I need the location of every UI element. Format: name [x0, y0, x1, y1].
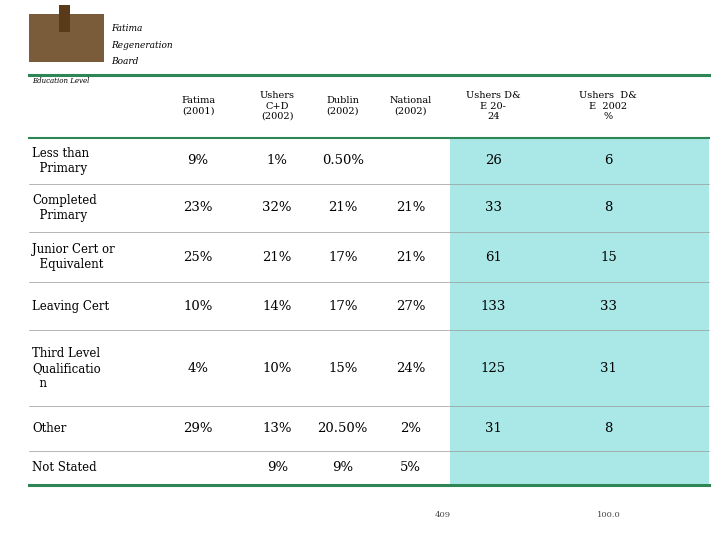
Text: Completed
  Primary: Completed Primary — [32, 194, 97, 222]
Text: 29%: 29% — [184, 422, 212, 435]
Text: 409: 409 — [435, 511, 451, 519]
Text: 15: 15 — [600, 251, 617, 264]
Text: 6: 6 — [604, 154, 613, 167]
Text: Ushers  D&
E  2002
%: Ushers D& E 2002 % — [580, 91, 637, 121]
Text: 0.50%: 0.50% — [322, 154, 364, 167]
Text: National
(2002): National (2002) — [390, 97, 431, 116]
Text: Fatima
(2001): Fatima (2001) — [181, 97, 215, 116]
Text: 33: 33 — [600, 300, 617, 313]
Text: 5%: 5% — [400, 461, 421, 475]
Text: 32%: 32% — [263, 201, 292, 214]
Text: 21%: 21% — [396, 201, 425, 214]
Text: Junior Cert or
  Equivalent: Junior Cert or Equivalent — [32, 243, 115, 271]
Text: 10%: 10% — [184, 300, 212, 313]
Text: Board: Board — [112, 57, 139, 66]
Text: Less than
  Primary: Less than Primary — [32, 147, 89, 174]
Text: 23%: 23% — [184, 201, 212, 214]
Text: 4%: 4% — [187, 362, 209, 375]
Text: Not Stated: Not Stated — [32, 461, 97, 475]
Text: 9%: 9% — [266, 461, 288, 475]
Text: 27%: 27% — [396, 300, 425, 313]
Text: 13%: 13% — [263, 422, 292, 435]
Text: 25%: 25% — [184, 251, 212, 264]
Text: 20.50%: 20.50% — [318, 422, 368, 435]
Text: 21%: 21% — [328, 201, 357, 214]
Text: Regeneration: Regeneration — [112, 40, 174, 50]
Text: 17%: 17% — [328, 300, 357, 313]
Text: 8: 8 — [604, 201, 613, 214]
Text: 100.0: 100.0 — [597, 511, 620, 519]
Text: 21%: 21% — [263, 251, 292, 264]
Text: 133: 133 — [480, 300, 506, 313]
Text: 31: 31 — [600, 362, 617, 375]
Text: 10%: 10% — [263, 362, 292, 375]
Text: 15%: 15% — [328, 362, 357, 375]
Text: 21%: 21% — [396, 251, 425, 264]
Text: 125: 125 — [481, 362, 505, 375]
Text: 33: 33 — [485, 201, 502, 214]
Text: 8: 8 — [604, 422, 613, 435]
Text: Ushers D&
E 20-
24: Ushers D& E 20- 24 — [466, 91, 521, 121]
Text: Leaving Cert: Leaving Cert — [32, 300, 109, 313]
Text: Other: Other — [32, 422, 67, 435]
Text: 1%: 1% — [266, 154, 288, 167]
Text: Dublin
(2002): Dublin (2002) — [326, 97, 359, 116]
Text: 31: 31 — [485, 422, 502, 435]
Text: 9%: 9% — [187, 154, 209, 167]
Text: 24%: 24% — [396, 362, 425, 375]
Text: 9%: 9% — [332, 461, 354, 475]
Text: 14%: 14% — [263, 300, 292, 313]
Text: 2%: 2% — [400, 422, 421, 435]
Text: Fatima: Fatima — [112, 24, 143, 33]
Text: 61: 61 — [485, 251, 502, 264]
Text: Education Level: Education Level — [32, 77, 90, 85]
Text: 17%: 17% — [328, 251, 357, 264]
Text: Ushers
C+D
(2002): Ushers C+D (2002) — [260, 91, 294, 121]
Text: Third Level
Qualificatio
  n: Third Level Qualificatio n — [32, 347, 101, 390]
Text: 26: 26 — [485, 154, 502, 167]
